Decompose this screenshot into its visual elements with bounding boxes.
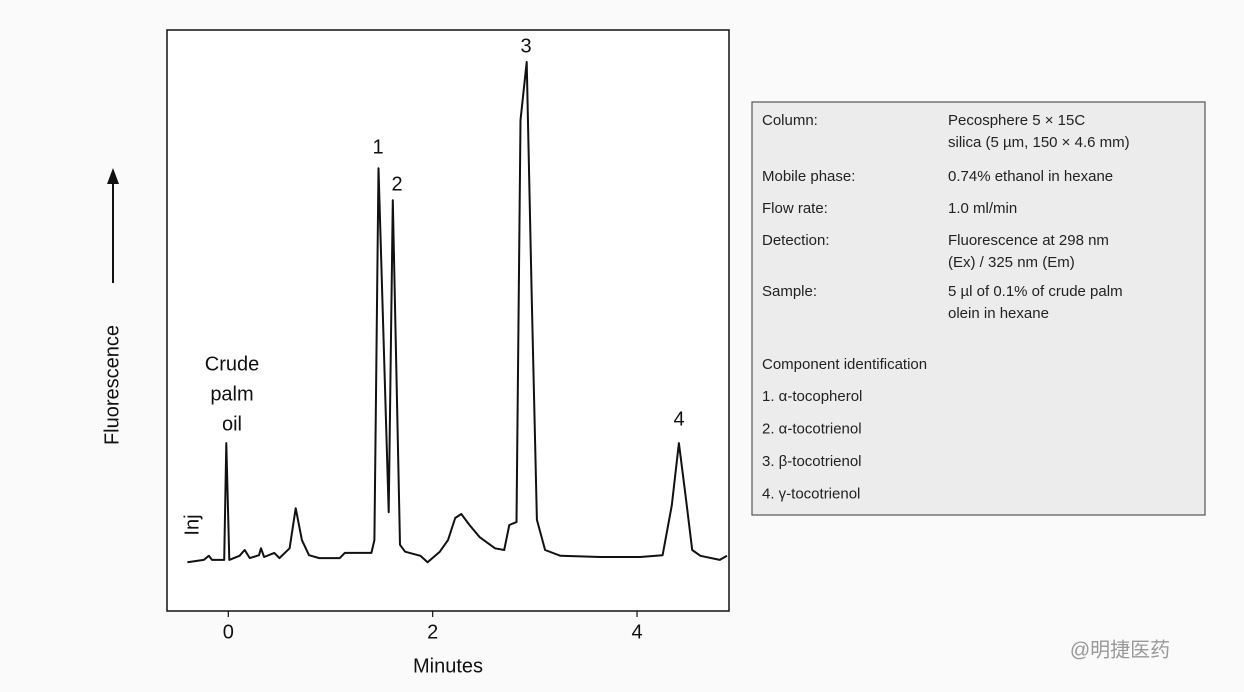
info-value: Fluorescence at 298 nm <box>948 232 1109 249</box>
x-axis-label: Minutes <box>413 655 483 677</box>
info-value: Pecosphere 5 × 15C <box>948 112 1085 129</box>
info-value: silica (5 µm, 150 × 4.6 mm) <box>948 134 1130 151</box>
y-arrow-head <box>107 168 119 184</box>
trace <box>187 61 728 564</box>
peak-label: 3 <box>520 35 531 57</box>
info-label: Detection: <box>762 232 830 249</box>
sample-label: palm <box>210 383 253 405</box>
injection-label: Inj <box>181 514 203 535</box>
info-value: (Ex) / 325 nm (Em) <box>948 254 1075 271</box>
watermark: @明捷医药 <box>1070 638 1170 661</box>
y-axis-label: Fluorescence <box>101 325 123 445</box>
component-item: 4. γ-tocotrienol <box>762 485 860 502</box>
component-item: 1. α-tocopherol <box>762 388 862 405</box>
info-value: 5 µl of 0.1% of crude palm <box>948 283 1123 300</box>
peak-label: 1 <box>372 136 383 158</box>
peak-label: 4 <box>673 408 684 430</box>
info-box <box>751 101 1206 516</box>
info-value: olein in hexane <box>948 305 1049 322</box>
x-tick-label: 0 <box>223 621 234 643</box>
sample-label: oil <box>222 413 242 435</box>
component-item: 2. α-tocotrienol <box>762 420 862 437</box>
sample-label: Crude <box>205 353 259 375</box>
info-label: Mobile phase: <box>762 168 855 185</box>
info-label: Sample: <box>762 283 817 300</box>
plot-frame <box>166 29 730 612</box>
info-label: Flow rate: <box>762 200 828 217</box>
info-value: 1.0 ml/min <box>948 200 1017 217</box>
component-title: Component identification <box>762 356 927 373</box>
info-value: 0.74% ethanol in hexane <box>948 168 1113 185</box>
component-item: 3. β-tocotrienol <box>762 453 862 470</box>
x-tick-label: 4 <box>631 621 642 643</box>
peak-label: 2 <box>391 173 402 195</box>
x-tick-label: 2 <box>427 621 438 643</box>
info-label: Column: <box>762 112 818 129</box>
